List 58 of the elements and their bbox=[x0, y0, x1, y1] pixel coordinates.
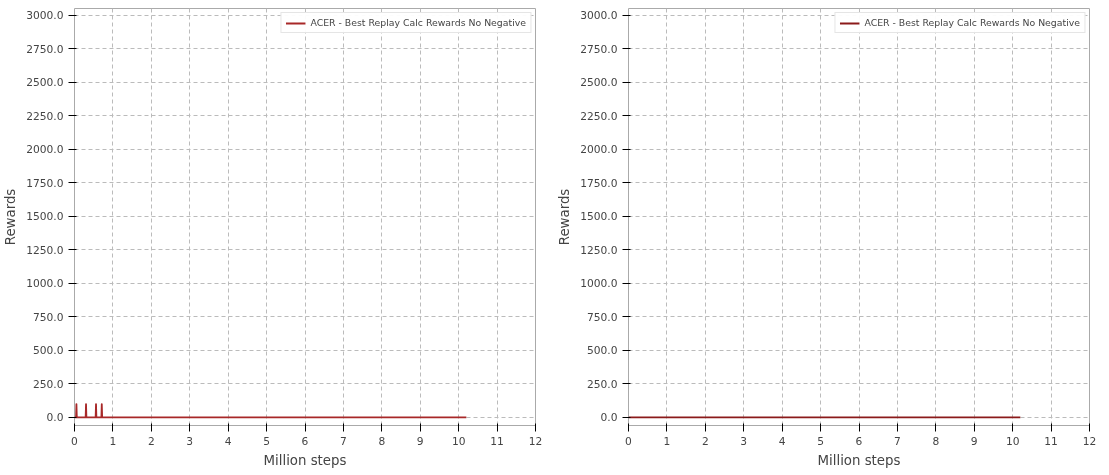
y-tick-label: 250.0 bbox=[32, 377, 64, 391]
y-tick-label: 1750.0 bbox=[26, 176, 64, 190]
y-axis-title: Rewards bbox=[3, 188, 19, 246]
x-tick-label: 2 bbox=[147, 434, 155, 448]
x-tick-label: 5 bbox=[817, 434, 824, 448]
x-tick-label: 7 bbox=[894, 434, 901, 448]
x-tick-label: 6 bbox=[855, 434, 863, 448]
y-tick-label: 250.0 bbox=[586, 377, 618, 391]
x-tick-label: 12 bbox=[528, 434, 543, 448]
y-tick-label: 1000.0 bbox=[26, 277, 64, 291]
x-tick-label: 2 bbox=[701, 434, 709, 448]
y-tick-label: 1250.0 bbox=[26, 243, 64, 257]
y-tick-label: 2000.0 bbox=[580, 143, 618, 157]
y-tick-label: 0.0 bbox=[46, 411, 64, 425]
y-tick-label: 500.0 bbox=[586, 344, 618, 358]
x-tick-label: 3 bbox=[186, 434, 194, 448]
y-tick-label: 0.0 bbox=[600, 411, 618, 425]
y-tick-label: 2500.0 bbox=[26, 76, 64, 90]
x-tick-label: 12 bbox=[1082, 434, 1097, 448]
y-tick-label: 2250.0 bbox=[26, 109, 64, 123]
x-tick-label: 9 bbox=[970, 434, 978, 448]
x-tick-label: 8 bbox=[932, 434, 940, 448]
y-tick-label: 750.0 bbox=[586, 310, 618, 324]
x-tick-label: 4 bbox=[224, 434, 232, 448]
legend-label: ACER - Best Replay Calc Rewards No Negative bbox=[864, 17, 1080, 28]
x-tick-label: 7 bbox=[340, 434, 347, 448]
x-axis-title: Million steps bbox=[817, 452, 901, 468]
x-axis-title: Million steps bbox=[263, 452, 347, 468]
y-tick-label: 2000.0 bbox=[26, 143, 64, 157]
x-tick-label: 3 bbox=[740, 434, 748, 448]
x-tick-label: 4 bbox=[778, 434, 786, 448]
legend-label: ACER - Best Replay Calc Rewards No Negative bbox=[310, 17, 526, 28]
x-tick-label: 10 bbox=[451, 434, 466, 448]
y-tick-label: 2750.0 bbox=[26, 42, 64, 56]
x-tick-label: 6 bbox=[301, 434, 309, 448]
x-tick-label: 5 bbox=[263, 434, 270, 448]
y-tick-label: 1750.0 bbox=[580, 176, 618, 190]
y-tick-label: 2750.0 bbox=[580, 42, 618, 56]
x-tick-label: 11 bbox=[1044, 434, 1058, 448]
y-tick-label: 3000.0 bbox=[26, 9, 64, 23]
y-tick-label: 500.0 bbox=[32, 344, 64, 358]
y-tick-label: 2500.0 bbox=[580, 76, 618, 90]
y-tick-label: 1500.0 bbox=[580, 210, 618, 224]
x-tick-label: 8 bbox=[378, 434, 386, 448]
x-tick-label: 0 bbox=[71, 434, 79, 448]
y-tick-label: 1000.0 bbox=[580, 277, 618, 291]
x-tick-label: 9 bbox=[416, 434, 424, 448]
x-tick-label: 1 bbox=[109, 434, 117, 448]
x-tick-label: 0 bbox=[625, 434, 633, 448]
y-tick-label: 1250.0 bbox=[580, 243, 618, 257]
x-tick-label: 1 bbox=[663, 434, 671, 448]
y-tick-label: 2250.0 bbox=[580, 109, 618, 123]
y-axis-title: Rewards bbox=[557, 188, 573, 246]
y-tick-label: 1500.0 bbox=[26, 210, 64, 224]
y-tick-label: 750.0 bbox=[32, 310, 64, 324]
x-tick-label: 11 bbox=[490, 434, 504, 448]
x-tick-label: 10 bbox=[1005, 434, 1020, 448]
y-tick-label: 3000.0 bbox=[580, 9, 618, 23]
